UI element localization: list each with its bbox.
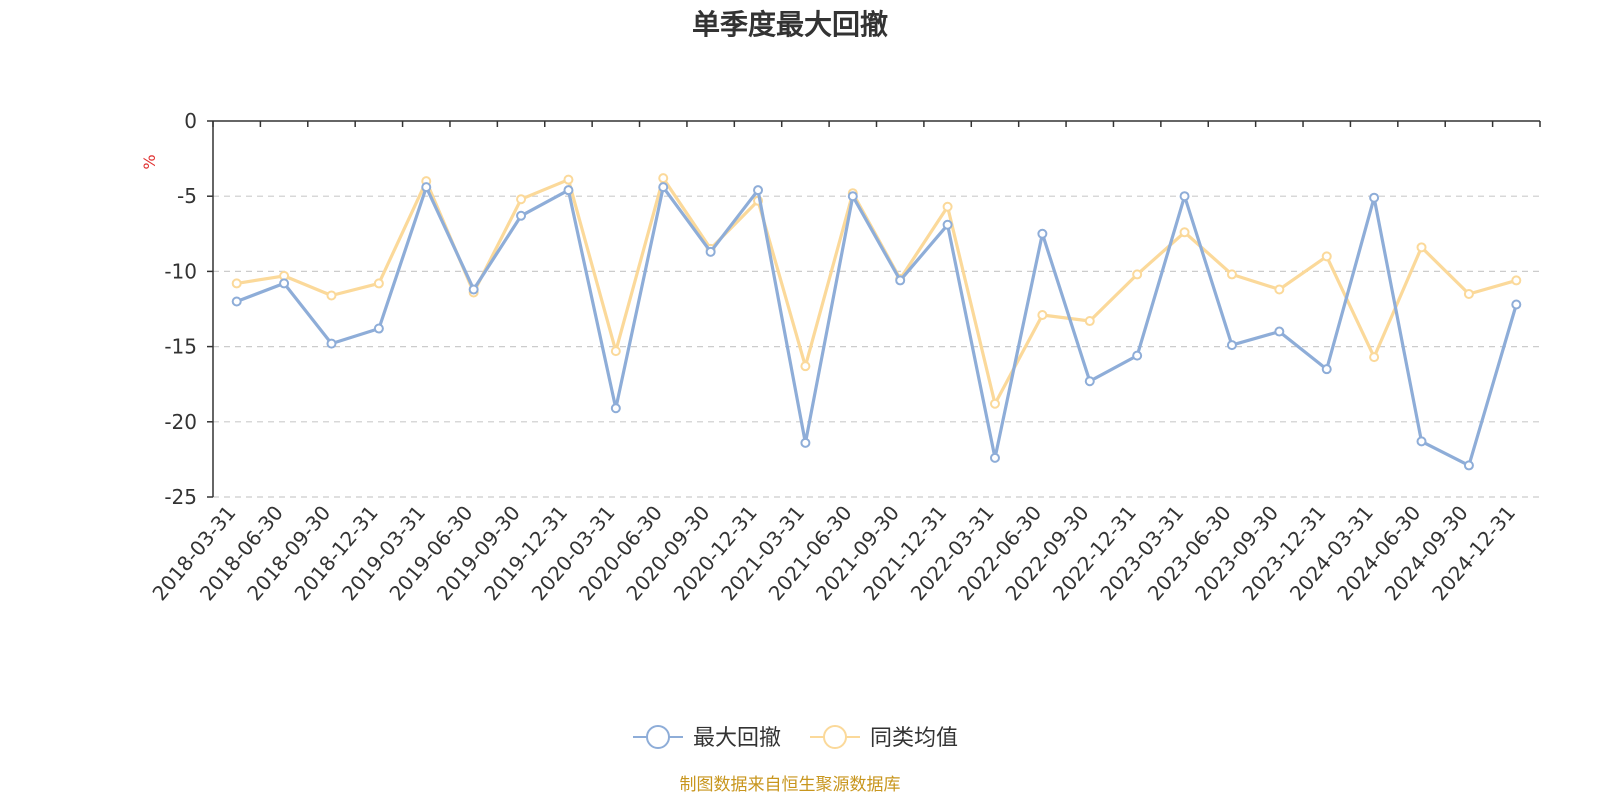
data-point[interactable] [1274,284,1285,295]
data-point[interactable] [1274,326,1285,337]
series-group [231,173,1522,471]
legend-item[interactable]: 同类均值 [810,725,958,751]
y-axis-unit: % [140,154,159,169]
y-tick-label: -5 [177,184,197,208]
series-0 [231,182,1522,471]
legend-marker [823,725,847,749]
data-point[interactable] [231,296,242,307]
legend-item[interactable]: 最大回撤 [633,725,781,751]
data-point[interactable] [373,323,384,334]
data-point[interactable] [326,290,337,301]
data-point[interactable] [1369,352,1380,363]
data-point[interactable] [1179,227,1190,238]
data-point[interactable] [658,173,669,184]
data-point[interactable] [1179,191,1190,202]
legend-marker [646,725,670,749]
axes [207,120,1541,498]
legend-label: 最大回撤 [693,726,781,751]
data-point[interactable] [705,246,716,257]
data-point[interactable] [610,403,621,414]
data-point[interactable] [516,194,527,205]
data-point[interactable] [1084,376,1095,387]
data-point[interactable] [1463,460,1474,471]
source-note: 制图数据来自恒生聚源数据库 [680,775,901,795]
data-point[interactable] [1321,251,1332,262]
data-point[interactable] [1416,436,1427,447]
data-point[interactable] [326,338,337,349]
data-point[interactable] [1132,350,1143,361]
data-point[interactable] [800,361,811,372]
data-point[interactable] [279,278,290,289]
data-point[interactable] [942,201,953,212]
y-tick-label: -10 [164,259,197,283]
data-point[interactable] [847,191,858,202]
data-point[interactable] [1226,340,1237,351]
data-point[interactable] [231,278,242,289]
data-point[interactable] [563,174,574,185]
data-point[interactable] [610,346,621,357]
data-point[interactable] [1037,310,1048,321]
data-point[interactable] [516,210,527,221]
series-line [236,185,1518,467]
data-point[interactable] [1463,288,1474,299]
y-tick-label: 0 [184,109,197,133]
data-point[interactable] [989,452,1000,463]
data-point[interactable] [1084,316,1095,327]
y-tick-labels: 0 -5 -10 -15 -20 -25 [164,109,197,509]
data-point[interactable] [753,185,764,196]
y-tick-label: -25 [164,485,197,509]
data-point[interactable] [421,182,432,193]
data-point[interactable] [1226,269,1237,280]
data-point[interactable] [1321,364,1332,375]
y-tick-label: -15 [164,335,197,359]
grid-lines [213,195,1540,498]
data-point[interactable] [658,182,669,193]
chart-title: 单季度最大回撤 [692,8,888,41]
x-tick-labels: 2018-03-312018-06-302018-09-302018-12-31… [147,501,1520,605]
data-point[interactable] [1132,269,1143,280]
y-tick-label: -20 [164,410,197,434]
data-point[interactable] [373,278,384,289]
data-point[interactable] [1511,275,1522,286]
legend-label: 同类均值 [870,726,958,751]
data-point[interactable] [942,219,953,230]
data-point[interactable] [800,437,811,448]
data-point[interactable] [989,398,1000,409]
data-point[interactable] [468,284,479,295]
data-point[interactable] [1037,228,1048,239]
data-point[interactable] [1416,242,1427,253]
data-point[interactable] [895,275,906,286]
data-point[interactable] [1511,299,1522,310]
data-point[interactable] [563,185,574,196]
data-point[interactable] [1369,192,1380,203]
legend[interactable]: 最大回撤 同类均值 [633,725,958,751]
